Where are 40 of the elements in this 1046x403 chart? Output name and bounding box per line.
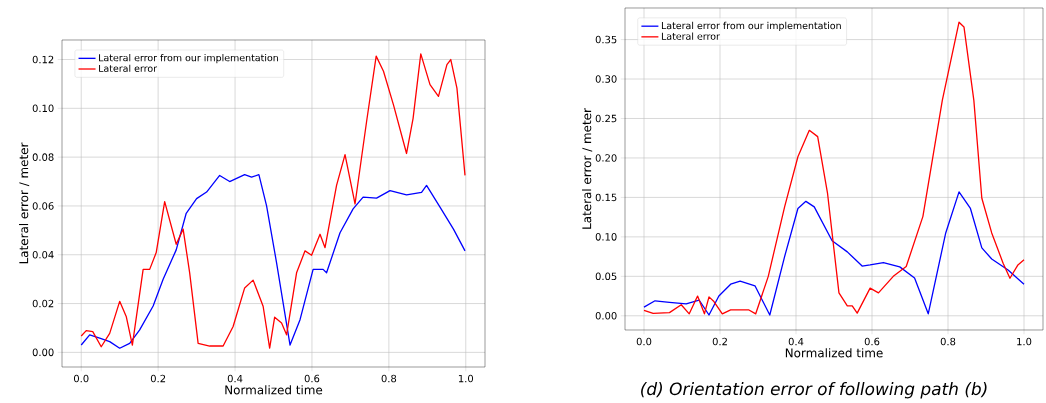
y-tick-label: 0.06 <box>32 202 54 210</box>
y-tick-label: 0.10 <box>32 104 54 113</box>
x-tick-label: 0.4 <box>788 337 804 346</box>
line-series <box>80 174 466 349</box>
y-tick-label: 0.00 <box>595 312 617 320</box>
y-tick-label: 0.30 <box>595 75 617 83</box>
x-tick-label: 0.0 <box>73 374 89 383</box>
x-tick-label: 0.6 <box>864 337 880 346</box>
y-tick-label: 0.05 <box>595 272 617 281</box>
legend-label: Lateral error <box>661 32 720 40</box>
y-tick-label: 0.04 <box>32 250 54 259</box>
legend-label: Lateral error from our implementation <box>661 21 841 31</box>
line-series <box>80 53 466 349</box>
line-series <box>643 21 1025 315</box>
x-tick-label: 1.0 <box>1017 337 1032 346</box>
y-tick-label: 0.35 <box>595 35 617 44</box>
x-tick-label: 0.8 <box>940 337 956 346</box>
x-tick-label: 0.2 <box>150 374 166 383</box>
y-tick-label: 0.00 <box>32 348 54 357</box>
y-tick-label: 0.25 <box>595 114 617 123</box>
x-axis-title: Normalized time <box>225 385 323 395</box>
line-series <box>643 191 1025 316</box>
x-tick-label: 0.8 <box>381 374 397 383</box>
x-axis-title: Normalized time <box>785 348 883 358</box>
x-tick-label: 1.0 <box>458 374 474 383</box>
y-tick-label: 0.10 <box>595 233 617 241</box>
y-tick-label: 0.20 <box>595 154 617 162</box>
x-tick-label: 0.2 <box>712 337 727 346</box>
y-tick-label: 0.15 <box>595 193 617 202</box>
y-tick-label: 0.08 <box>32 153 54 161</box>
y-axis-title: Lateral error / meter <box>582 108 593 229</box>
text: (d) Orientation error of following path (b) <box>641 382 987 399</box>
x-tick-label: 0.6 <box>304 374 320 383</box>
y-tick-label: 0.02 <box>32 299 54 308</box>
x-tick-label: 0.0 <box>636 337 652 346</box>
y-tick-label: 0.12 <box>32 55 54 64</box>
y-axis-title: Lateral error / meter <box>19 142 30 264</box>
legend-label: Lateral error from our implementation <box>99 53 278 64</box>
x-tick-label: 0.4 <box>227 374 243 383</box>
legend-label: Lateral error <box>99 64 158 72</box>
